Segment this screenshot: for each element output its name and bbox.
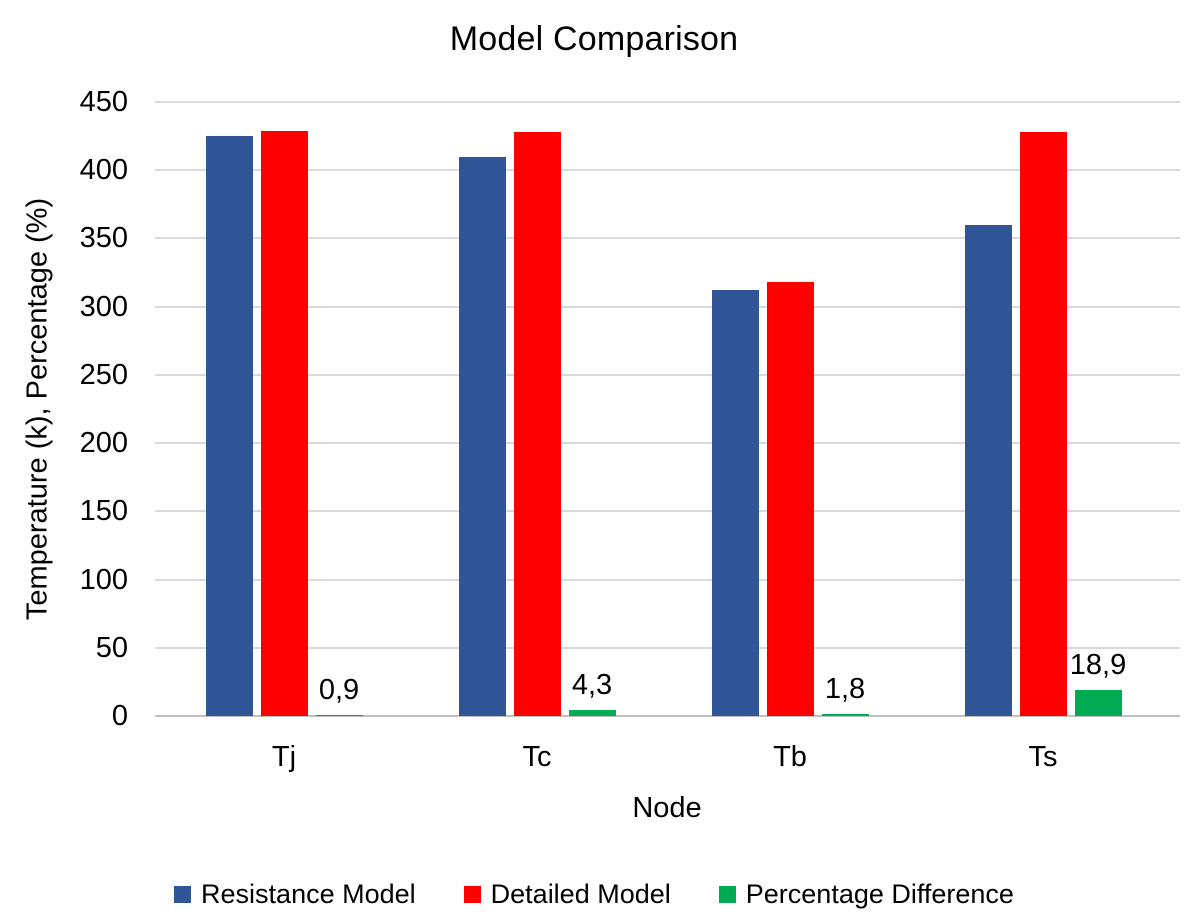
chart-title: Model Comparison (449, 20, 739, 58)
data-label-tj: 0,9 (318, 673, 360, 706)
bar-detailed-model-tb (766, 282, 814, 716)
gridline-300 (155, 305, 1180, 308)
bar-percentage-difference-tb: 1,8 (821, 673, 869, 716)
bar-group-tc: 4,3 (458, 132, 616, 716)
bar-group-ts: 18,9 (964, 132, 1126, 716)
y-tick-150: 150 (79, 495, 128, 528)
gridline-350 (155, 237, 1180, 240)
gridline-450 (155, 101, 1180, 103)
data-label-ts: 18,9 (1069, 649, 1127, 682)
gridline-250 (155, 373, 1180, 376)
x-tick-tc: Tc (522, 741, 552, 773)
gridline-400 (155, 169, 1180, 172)
x-tick-tb: Tb (773, 741, 807, 773)
gridline-100 (155, 578, 1180, 581)
gridline-50 (155, 646, 1180, 649)
x-tick-ts: Ts (1028, 741, 1058, 773)
legend-item-percentage-difference: Percentage Difference (718, 879, 1014, 910)
y-tick-300: 300 (79, 290, 128, 323)
x-tick-tj: Tj (271, 741, 297, 773)
bar-group-tb: 1,8 (711, 282, 869, 716)
legend: Resistance Model Detailed Model Percentage… (0, 879, 1188, 910)
bar-detailed-model-tj (260, 130, 308, 716)
y-tick-200: 200 (79, 427, 128, 460)
y-tick-50: 50 (95, 631, 128, 664)
bar-resistance-model-tj (205, 136, 253, 716)
data-label-tc: 4,3 (571, 669, 613, 702)
y-tick-0: 0 (111, 700, 128, 732)
bar-resistance-model-tc (458, 156, 506, 716)
legend-label: Detailed Model (490, 879, 671, 909)
legend-item-resistance-model: Resistance Model (174, 879, 416, 910)
y-tick-350: 350 (79, 222, 128, 255)
bar-percentage-difference-tc: 4,3 (568, 669, 616, 716)
y-tick-100: 100 (79, 563, 128, 596)
bar-resistance-model-tb (711, 290, 759, 716)
legend-swatch-icon (463, 886, 481, 903)
data-label-tb: 1,8 (824, 672, 866, 705)
gridline-200 (155, 442, 1180, 445)
bar-detailed-model-ts (1019, 132, 1067, 716)
gridline-0 (155, 715, 1180, 717)
y-axis-title: Temperature (k), Percentage (%) (21, 197, 54, 621)
bar-percentage-difference-tj: 0,9 (315, 674, 363, 716)
gridline-150 (155, 510, 1180, 513)
y-tick-450: 450 (79, 86, 128, 118)
legend-label: Percentage Difference (745, 879, 1014, 909)
bar-percentage-difference-ts: 18,9 (1070, 649, 1126, 716)
bar-detailed-model-tc (513, 132, 561, 716)
bar-resistance-model-ts (964, 224, 1012, 716)
y-tick-400: 400 (79, 154, 128, 187)
legend-label: Resistance Model (201, 879, 416, 909)
legend-item-detailed-model: Detailed Model (463, 879, 671, 910)
x-axis-title: Node (632, 792, 702, 824)
y-tick-250: 250 (79, 358, 128, 391)
bar-group-tj: 0,9 (205, 130, 363, 716)
legend-swatch-icon (174, 886, 192, 903)
legend-swatch-icon (718, 886, 736, 903)
